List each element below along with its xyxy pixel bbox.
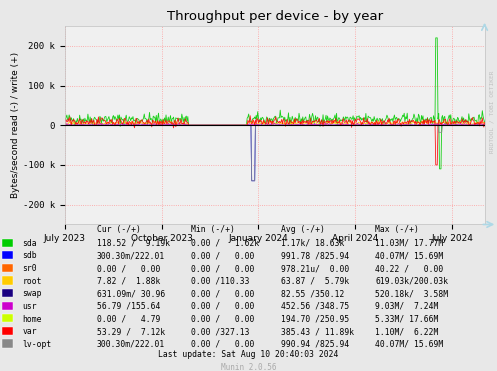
Text: 619.03k/200.03k: 619.03k/200.03k	[375, 277, 448, 286]
Text: Cur (-/+): Cur (-/+)	[97, 225, 141, 234]
Text: sr0: sr0	[22, 264, 37, 273]
Text: 40.07M/ 15.69M: 40.07M/ 15.69M	[375, 252, 443, 260]
Text: 53.29 /  7.12k: 53.29 / 7.12k	[97, 327, 165, 336]
Text: 631.09m/ 30.96: 631.09m/ 30.96	[97, 289, 165, 298]
Text: sda: sda	[22, 239, 37, 248]
Text: 0.00 /   0.00: 0.00 / 0.00	[191, 315, 255, 324]
Text: 1.10M/  6.22M: 1.10M/ 6.22M	[375, 327, 439, 336]
Text: 0.00 /   0.00: 0.00 / 0.00	[191, 264, 255, 273]
Text: 0.00 /   1.62k: 0.00 / 1.62k	[191, 239, 259, 248]
Text: 56.79 /155.64: 56.79 /155.64	[97, 302, 161, 311]
Text: 7.82 /  1.88k: 7.82 / 1.88k	[97, 277, 161, 286]
Text: root: root	[22, 277, 42, 286]
Y-axis label: Bytes/second read (-) / write (+): Bytes/second read (-) / write (+)	[11, 52, 20, 198]
Text: 0.00 /   0.00: 0.00 / 0.00	[97, 264, 161, 273]
Text: home: home	[22, 315, 42, 324]
Text: 0.00 /327.13: 0.00 /327.13	[191, 327, 250, 336]
Text: 0.00 /   0.00: 0.00 / 0.00	[191, 289, 255, 298]
Text: 1.17k/ 18.63k: 1.17k/ 18.63k	[281, 239, 344, 248]
Text: Min (-/+): Min (-/+)	[191, 225, 235, 234]
Text: 118.52 /  9.19k: 118.52 / 9.19k	[97, 239, 170, 248]
Text: 520.18k/  3.58M: 520.18k/ 3.58M	[375, 289, 448, 298]
Text: 9.03M/  7.24M: 9.03M/ 7.24M	[375, 302, 439, 311]
Text: Max (-/+): Max (-/+)	[375, 225, 419, 234]
Text: 452.56 /348.75: 452.56 /348.75	[281, 302, 349, 311]
Text: 0.00 /   4.79: 0.00 / 4.79	[97, 315, 161, 324]
Text: 11.03M/ 17.77M: 11.03M/ 17.77M	[375, 239, 443, 248]
Text: usr: usr	[22, 302, 37, 311]
Text: 5.33M/ 17.66M: 5.33M/ 17.66M	[375, 315, 439, 324]
Text: 990.94 /825.94: 990.94 /825.94	[281, 340, 349, 349]
Text: Last update: Sat Aug 10 20:40:03 2024: Last update: Sat Aug 10 20:40:03 2024	[159, 350, 338, 359]
Text: 300.30m/222.01: 300.30m/222.01	[97, 340, 165, 349]
Text: 978.21u/  0.00: 978.21u/ 0.00	[281, 264, 349, 273]
Text: 0.00 /   0.00: 0.00 / 0.00	[191, 252, 255, 260]
Text: var: var	[22, 327, 37, 336]
Text: 0.00 /   0.00: 0.00 / 0.00	[191, 302, 255, 311]
Text: 991.78 /825.94: 991.78 /825.94	[281, 252, 349, 260]
Text: 194.70 /250.95: 194.70 /250.95	[281, 315, 349, 324]
Text: Avg (-/+): Avg (-/+)	[281, 225, 325, 234]
Text: Munin 2.0.56: Munin 2.0.56	[221, 362, 276, 371]
Text: 300.30m/222.01: 300.30m/222.01	[97, 252, 165, 260]
Text: 385.43 / 11.89k: 385.43 / 11.89k	[281, 327, 354, 336]
Text: RRDTOOL / TOBI OETIKER: RRDTOOL / TOBI OETIKER	[490, 70, 495, 152]
Text: 82.55 /350.12: 82.55 /350.12	[281, 289, 344, 298]
Text: 0.00 /110.33: 0.00 /110.33	[191, 277, 250, 286]
Text: lv-opt: lv-opt	[22, 340, 52, 349]
Text: 40.07M/ 15.69M: 40.07M/ 15.69M	[375, 340, 443, 349]
Text: swap: swap	[22, 289, 42, 298]
Text: 40.22 /   0.00: 40.22 / 0.00	[375, 264, 443, 273]
Text: sdb: sdb	[22, 252, 37, 260]
Title: Throughput per device - by year: Throughput per device - by year	[166, 10, 383, 23]
Text: 63.87 /  5.79k: 63.87 / 5.79k	[281, 277, 349, 286]
Text: 0.00 /   0.00: 0.00 / 0.00	[191, 340, 255, 349]
